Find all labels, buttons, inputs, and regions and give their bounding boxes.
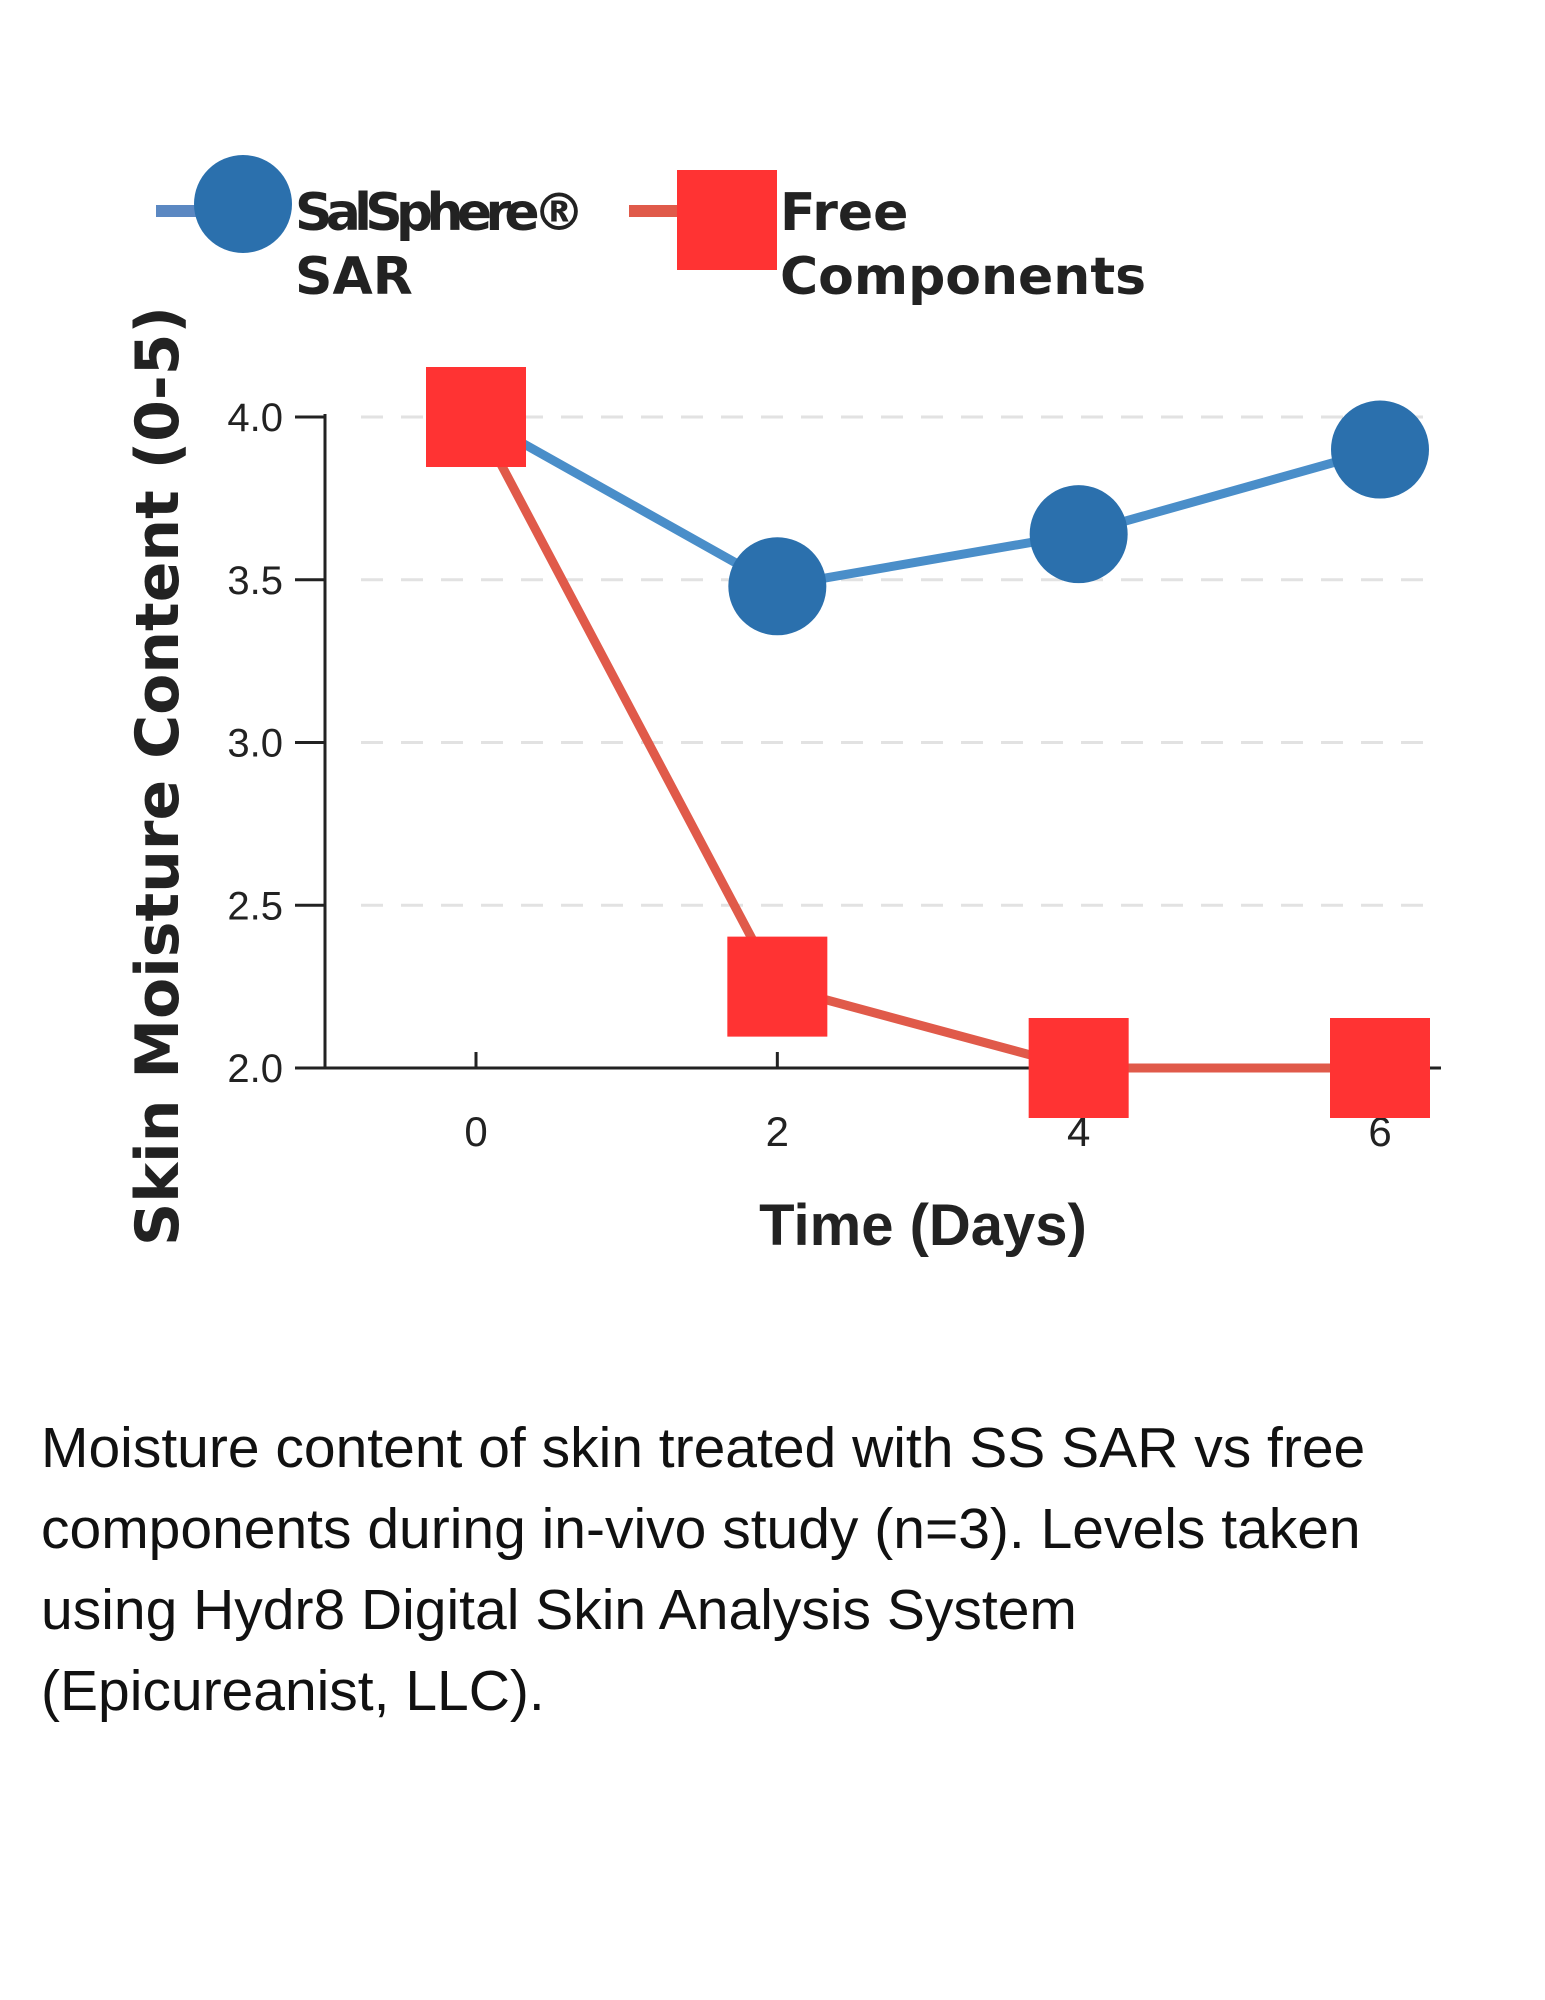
legend-label-salsphere: SAR	[295, 247, 413, 307]
figure-caption: Moisture content of skin treated with SS…	[41, 1408, 1365, 1732]
x-tick-label: 6	[1368, 1108, 1391, 1155]
y-tick-label: 3.0	[227, 722, 283, 766]
x-tick-label: 2	[766, 1108, 789, 1155]
data-point-circle	[1029, 485, 1128, 584]
caption-line: components during in-vivo study (n=3). L…	[41, 1497, 1361, 1561]
y-axis-title: Skin Moisture Content (0-5)	[123, 306, 193, 1246]
legend-marker-salsphere	[194, 155, 292, 253]
caption-line: using Hydr8 Digital Skin Analysis System	[41, 1578, 1077, 1642]
data-point-square	[1028, 1018, 1129, 1118]
y-tick-label: 4.0	[227, 396, 283, 440]
data-point-circle	[1331, 400, 1429, 499]
caption-line: (Epicureanist, LLC).	[41, 1659, 545, 1723]
data-point-square	[727, 936, 828, 1037]
legend-label-free-components: Components	[780, 247, 1146, 307]
x-tick-label: 4	[1067, 1108, 1090, 1155]
y-tick-label: 2.0	[227, 1047, 283, 1091]
caption-line: Moisture content of skin treated with SS…	[41, 1416, 1366, 1480]
x-tick-label: 0	[464, 1108, 487, 1155]
line-chart: 2.0 2.5 3.0 3.5 4.0 0 2 4 6 Time (Days) Skin Moist…	[123, 155, 1441, 1258]
x-axis-title: Time (Days)	[759, 1193, 1087, 1258]
legend-label-salsphere: SalSphere®	[295, 183, 585, 243]
series-line-salsphere	[473, 413, 1382, 591]
legend-marker-free-components	[677, 170, 777, 270]
data-point-circle	[728, 537, 827, 636]
legend-label-free-components: Free	[780, 183, 908, 243]
series-line-free-components	[472, 414, 1380, 1073]
data-point-square	[1330, 1018, 1430, 1118]
y-tick-label: 3.5	[227, 559, 283, 603]
y-tick-label: 2.5	[227, 884, 283, 928]
data-point-square	[426, 367, 526, 467]
